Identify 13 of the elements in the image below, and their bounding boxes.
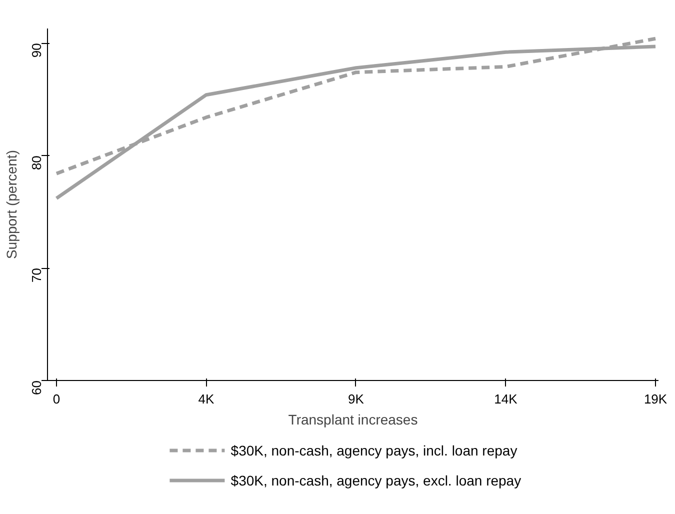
x-tick-label: 14K (494, 392, 518, 406)
x-tick-label: 4K (198, 392, 215, 406)
legend-label: $30K, non-cash, agency pays, incl. loan repay (230, 442, 518, 458)
y-axis-title: Support (percent) (4, 150, 20, 259)
x-axis-title: Transplant increases (288, 412, 418, 428)
y-tick-label: 70 (29, 268, 44, 282)
x-tick-label: 19K (644, 392, 668, 406)
y-tick-label: 60 (29, 380, 44, 395)
legend-label: $30K, non-cash, agency pays, excl. loan repay (230, 472, 522, 488)
x-tick-label: 0 (52, 392, 60, 406)
y-tick-label: 80 (29, 156, 44, 170)
y-tick-label: 90 (29, 43, 44, 58)
x-tick-label: 9K (348, 392, 364, 406)
